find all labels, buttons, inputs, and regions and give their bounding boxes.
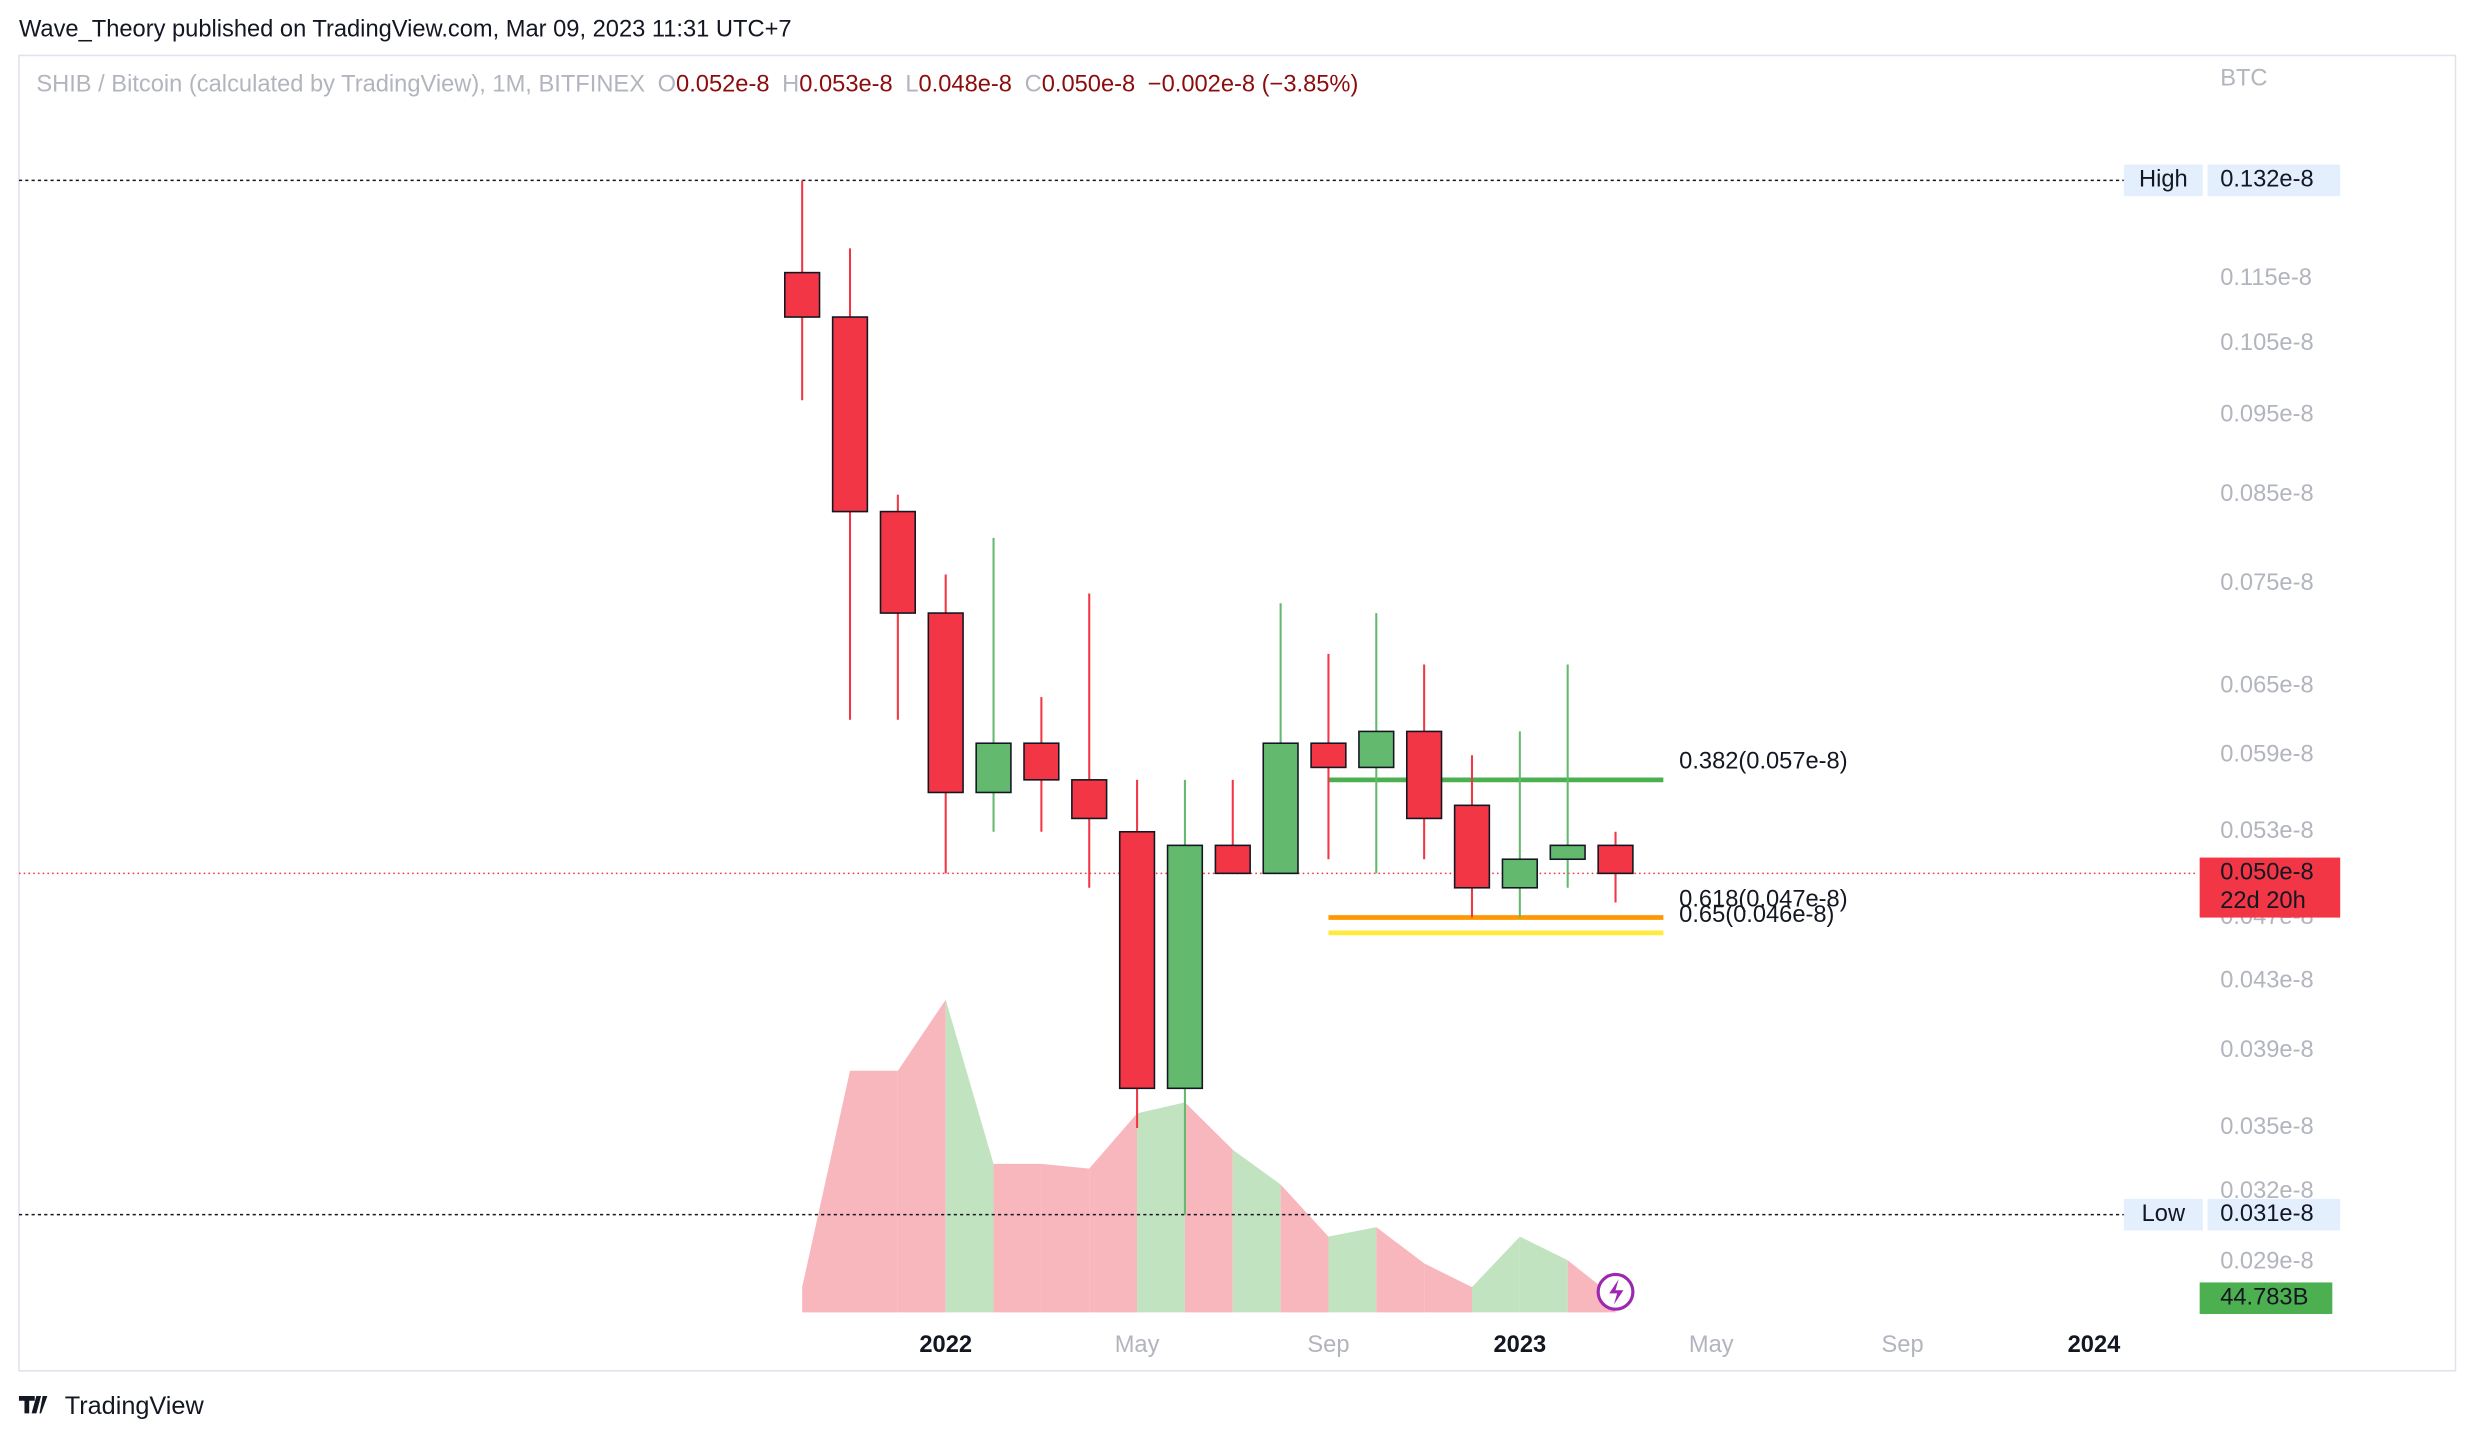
volume-area	[1041, 1163, 1090, 1313]
publisher: Wave_Theory published on TradingView.com…	[19, 16, 792, 42]
y-tick-label: 0.043e-8	[2220, 967, 2313, 993]
candle-body	[1597, 844, 1634, 875]
y-tick-label: 0.095e-8	[2220, 401, 2313, 427]
candle-body	[1501, 858, 1538, 889]
y-tick-label: 0.065e-8	[2220, 672, 2313, 698]
x-tick-label: Sep	[1882, 1332, 1924, 1358]
candle-body	[1071, 779, 1108, 820]
y-tick-label: 0.075e-8	[2220, 570, 2313, 596]
volume-area	[1232, 1149, 1281, 1313]
chart-frame	[18, 54, 2457, 1372]
x-tick-label: 2023	[1493, 1332, 1546, 1358]
fib-label: 0.618(0.047e-8)	[1679, 886, 1847, 912]
volume-area	[802, 1070, 851, 1313]
fib-label: 0.65(0.046e-8)	[1679, 902, 1834, 928]
candle-body	[1214, 844, 1251, 875]
low_marker-badge	[2123, 1198, 2203, 1231]
candle-body	[1310, 742, 1347, 769]
candle-body	[1262, 742, 1299, 875]
legend-value: 0.048e-8	[919, 72, 1012, 98]
x-tick-label: May	[1689, 1332, 1734, 1358]
high_marker-label: High	[2139, 167, 2188, 193]
x-tick-label: 2024	[2068, 1332, 2121, 1358]
candle-body	[975, 742, 1012, 794]
candle-body	[1023, 742, 1060, 781]
low_marker-label: Low	[2142, 1201, 2186, 1227]
x-tick-label: 2022	[919, 1332, 972, 1358]
volume-area	[1280, 1184, 1329, 1313]
candle-body	[1549, 844, 1586, 861]
candle-body	[1405, 730, 1443, 820]
legend-key: L	[905, 72, 918, 98]
candle-body	[1118, 830, 1156, 1090]
legend-value: 0.050e-8	[1042, 72, 1135, 98]
legend-value: 0.053e-8	[799, 72, 892, 98]
volume-badge	[2199, 1282, 2333, 1315]
high_marker-value-badge	[2207, 164, 2341, 197]
y-tick-label: 0.039e-8	[2220, 1037, 2313, 1063]
logo: TradingView	[18, 1392, 205, 1420]
y-tick-label: 0.053e-8	[2220, 818, 2313, 844]
y-tick-label: 0.029e-8	[2220, 1248, 2313, 1274]
volume-area	[1424, 1263, 1472, 1313]
high_marker-value: 0.132e-8	[2220, 167, 2313, 193]
y-tick-label: 0.085e-8	[2220, 481, 2313, 507]
volume-area	[1471, 1236, 1520, 1313]
legend-key: H	[782, 72, 799, 98]
volume-area	[945, 999, 994, 1313]
logo-mark	[18, 1396, 48, 1414]
brand: TradingView	[65, 1392, 205, 1420]
high_marker-badge	[2123, 164, 2203, 197]
candle-body	[831, 316, 869, 513]
volume-value: 44.783B	[2220, 1284, 2308, 1310]
currency: BTC	[2220, 65, 2267, 91]
candle-body	[1166, 844, 1204, 1090]
volume-area	[1376, 1227, 1425, 1313]
volume-area	[1137, 1102, 1185, 1313]
volume-area	[1328, 1227, 1377, 1313]
icon-bolt	[1609, 1279, 1624, 1305]
candle-body	[1358, 730, 1395, 769]
legend-key: C	[1025, 72, 1042, 98]
legend-value: 0.052e-8	[676, 72, 769, 98]
countdown: 22d 20h	[2220, 888, 2306, 914]
x-tick-label: May	[1115, 1332, 1160, 1358]
volume-area	[1519, 1236, 1568, 1313]
x-tick-label: Sep	[1307, 1332, 1349, 1358]
last-price-value: 0.050e-8	[2220, 860, 2313, 886]
legend-change: −0.002e-8 (−3.85%)	[1148, 72, 1359, 98]
legend-key: O	[658, 72, 676, 98]
volume-area	[993, 1163, 1042, 1313]
y-tick-label: 0.035e-8	[2220, 1114, 2313, 1140]
symbol: SHIB / Bitcoin (calculated by TradingVie…	[36, 72, 645, 98]
candle-body	[784, 271, 821, 318]
fib-label: 0.382(0.057e-8)	[1679, 749, 1847, 775]
ohlc-legend: SHIB / Bitcoin (calculated by TradingVie…	[36, 72, 1358, 98]
low_marker-value-badge	[2207, 1198, 2341, 1231]
last-price-badge	[2199, 857, 2341, 918]
volume-area	[1089, 1113, 1138, 1313]
low_marker-value: 0.031e-8	[2220, 1201, 2313, 1227]
candle-body	[1453, 804, 1491, 889]
y-tick-label: 0.105e-8	[2220, 330, 2313, 356]
y-tick-label: 0.115e-8	[2220, 265, 2312, 291]
candle-body	[927, 612, 964, 794]
candle-body	[879, 510, 917, 614]
volume-area	[1184, 1102, 1233, 1313]
volume-area	[850, 1070, 898, 1313]
volume-area	[897, 999, 946, 1313]
y-tick-label: 0.059e-8	[2220, 741, 2313, 767]
